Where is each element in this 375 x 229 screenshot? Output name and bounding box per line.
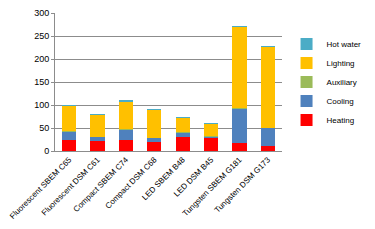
svg-text:Tungsten DSM G173: Tungsten DSM G173 [213, 155, 273, 215]
svg-text:LED SBEM B48: LED SBEM B48 [140, 155, 187, 202]
svg-text:LED DSM B45: LED DSM B45 [172, 155, 216, 199]
svg-text:Heating: Heating [327, 116, 355, 125]
svg-text:150: 150 [34, 77, 49, 87]
svg-text:Auxiliary: Auxiliary [327, 78, 357, 87]
svg-text:Cooling: Cooling [327, 97, 354, 106]
svg-text:0: 0 [44, 146, 49, 156]
svg-text:Hot water: Hot water [327, 40, 362, 49]
svg-text:250: 250 [34, 31, 49, 41]
svg-text:Lighting: Lighting [327, 59, 355, 68]
svg-text:Tungsten SBEM G181: Tungsten SBEM G181 [181, 155, 244, 218]
svg-text:100: 100 [34, 100, 49, 110]
svg-text:Compact SBEM C74: Compact SBEM C74 [72, 155, 131, 214]
svg-text:200: 200 [34, 54, 49, 64]
svg-text:300: 300 [34, 8, 49, 18]
svg-text:50: 50 [39, 123, 49, 133]
svg-text:Compact DSM C68: Compact DSM C68 [103, 155, 158, 210]
svg-text:Fluorescent DSM C61: Fluorescent DSM C61 [40, 155, 102, 217]
svg-text:Fluorescent SBEM C65: Fluorescent SBEM C65 [8, 155, 74, 221]
